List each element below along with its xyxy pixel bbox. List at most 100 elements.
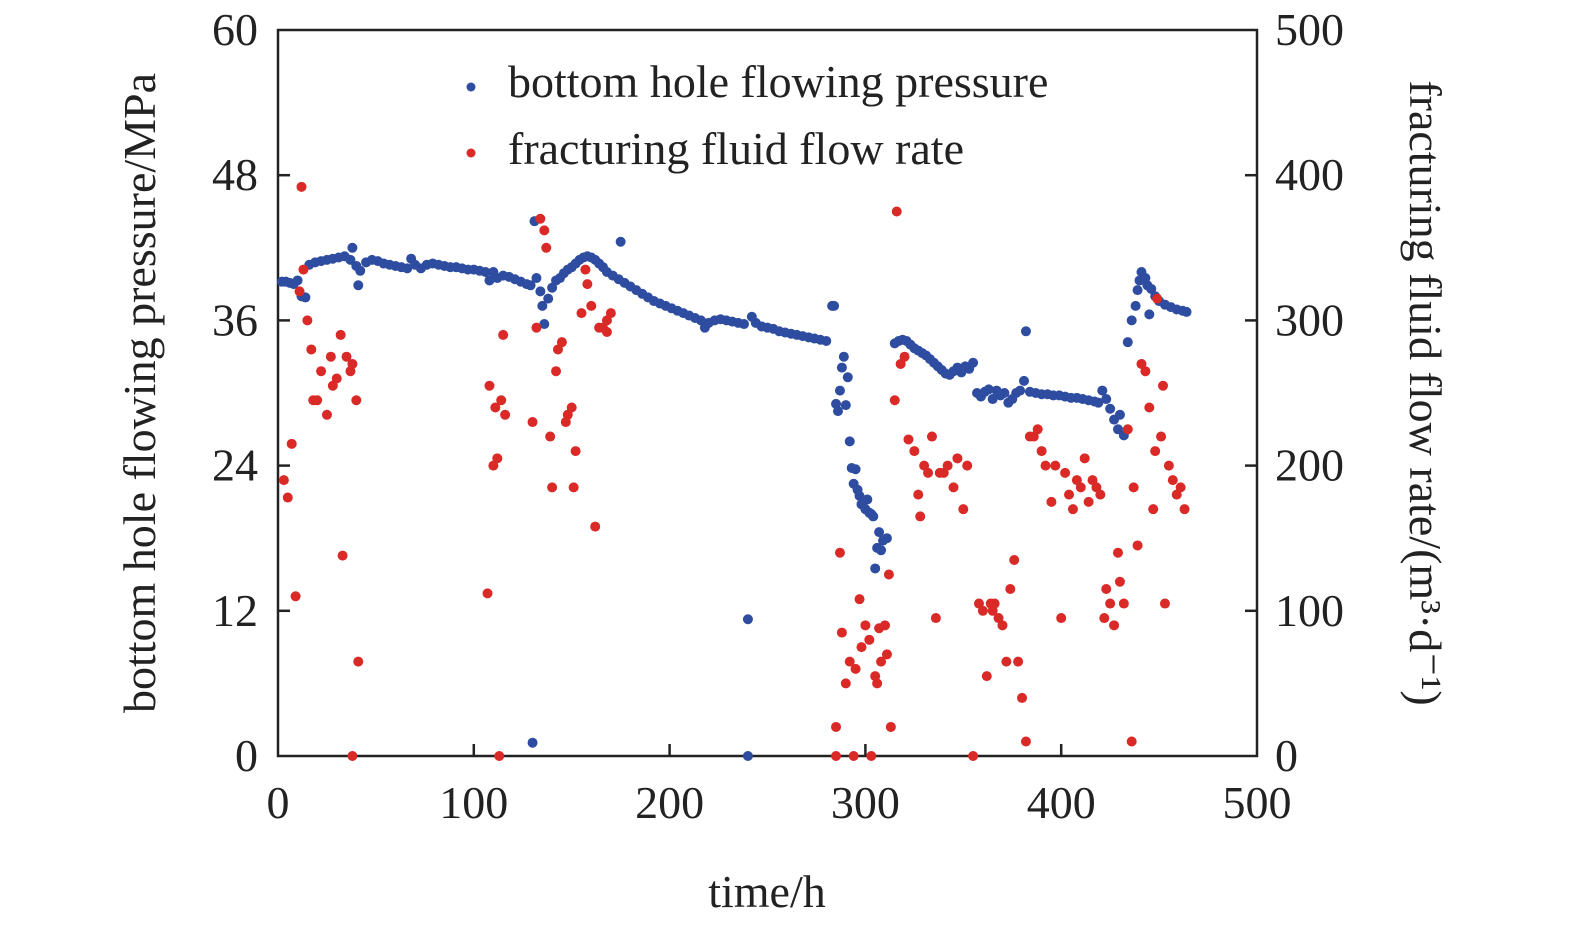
flow-rate-point [1167, 475, 1178, 486]
flow-rate-point [1150, 446, 1161, 457]
pressure-point [1093, 397, 1104, 408]
flow-rate-point [850, 663, 861, 674]
flow-rate-point [844, 656, 855, 667]
flow-rate-point [1118, 598, 1129, 609]
flow-rate-point [889, 395, 900, 406]
flow-rate-point [341, 351, 352, 362]
flow-rate-point [854, 594, 865, 605]
flow-rate-point [490, 402, 501, 413]
flow-rate-point [325, 351, 336, 362]
flow-rate-point [1163, 460, 1174, 471]
flow-rate-point [531, 322, 542, 333]
data-points [276, 181, 1192, 761]
flow-rate-point [498, 329, 509, 340]
pressure-point [537, 300, 548, 311]
pressure-point [854, 490, 865, 501]
flow-rate-point [566, 402, 577, 413]
flow-rate-point [1040, 460, 1051, 471]
pressure-point [1114, 409, 1125, 420]
flow-rate-point [1032, 424, 1043, 435]
pressure-point [850, 464, 861, 475]
flow-rate-point [864, 634, 875, 645]
pressure-point [615, 236, 626, 247]
flow-rate-point [1067, 504, 1078, 515]
plot-frame [276, 28, 1259, 758]
flow-rate-point [312, 395, 323, 406]
pressure-point [1097, 385, 1108, 396]
flow-rate-point [568, 482, 579, 493]
flow-rate-point [903, 434, 914, 445]
pressure-point [742, 751, 753, 761]
y-right-tick-label: 400 [1275, 149, 1344, 200]
flow-rate-point [590, 521, 601, 532]
flow-rate-point [353, 656, 364, 667]
flow-rate-point [962, 460, 973, 471]
pressure-point [876, 545, 887, 556]
flow-rate-point [1101, 584, 1112, 595]
flow-rate-point [1013, 656, 1024, 667]
flow-rate-point [294, 286, 305, 297]
pressure-point [881, 533, 892, 544]
pressure-point [527, 737, 538, 748]
flow-rate-point [891, 206, 902, 217]
flow-rate-point [337, 550, 348, 561]
flow-rate-point [1175, 482, 1186, 493]
legend: bottom hole flowing pressure fracturing … [466, 56, 1048, 174]
flow-rate-point [923, 467, 934, 478]
flow-rate-point [331, 373, 342, 384]
flow-rate-point [952, 453, 963, 464]
pressure-point [999, 388, 1010, 398]
flow-rate-point [915, 511, 926, 522]
flow-rate-point [1075, 482, 1086, 493]
pressure-point [842, 372, 853, 383]
flow-rate-point [1020, 736, 1031, 747]
pressure-point [968, 357, 979, 368]
pressure-point [1144, 309, 1155, 320]
x-tick-label: 300 [831, 777, 900, 828]
flow-rate-point [1001, 656, 1012, 667]
pressure-point [353, 280, 364, 291]
flow-rate-point [494, 751, 505, 761]
flow-rate-point [316, 366, 327, 377]
pressure-point [1105, 403, 1116, 414]
flow-rate-point [1060, 467, 1071, 478]
pressure-point [739, 319, 750, 330]
legend-marker-flow-rate [466, 148, 476, 158]
flow-rate-point [848, 751, 859, 761]
flow-rate-point [883, 569, 894, 580]
flow-rate-point [1140, 366, 1151, 377]
y-axis-left-label: bottom hole flowing pressure/MPa [114, 73, 165, 713]
flow-rate-point [1122, 424, 1133, 435]
pressure-point [834, 385, 845, 396]
flow-rate-point [885, 721, 896, 732]
pressure-point [987, 394, 998, 405]
pressure-point [821, 335, 832, 346]
flow-rate-point [958, 504, 969, 515]
flow-rate-point [306, 344, 317, 355]
ticks: 0 100 200 300 400 500012243648600100200300400… [212, 4, 1344, 828]
flow-rate-point [1083, 496, 1094, 507]
flow-rate-point [290, 591, 301, 602]
flow-rate-point [482, 588, 493, 599]
y-right-tick-label: 0 [1275, 730, 1298, 781]
flow-rate-point [605, 308, 616, 319]
flow-rate-point [840, 678, 851, 689]
pressure-point [868, 511, 879, 522]
flow-rate-point [1099, 613, 1110, 624]
pressure-point [832, 406, 843, 417]
pressure-point [347, 242, 358, 253]
pressure-point [1132, 285, 1143, 296]
flow-rate-point [997, 620, 1008, 631]
flow-rate-point [1148, 504, 1159, 515]
flow-rate-point [1064, 489, 1075, 500]
y-right-tick-label: 100 [1275, 585, 1344, 636]
flow-rate-point [1126, 736, 1137, 747]
flow-rate-point [930, 613, 941, 624]
flow-rate-point [500, 409, 511, 420]
flow-rate-point [496, 395, 507, 406]
y-left-tick-label: 0 [235, 730, 258, 781]
flow-rate-point [1112, 547, 1123, 558]
flow-rate-point [836, 627, 847, 638]
pressure-point [531, 273, 542, 284]
